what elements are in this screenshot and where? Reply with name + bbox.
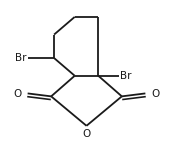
Text: O: O <box>13 89 22 99</box>
Text: Br: Br <box>120 71 132 81</box>
Text: O: O <box>82 129 91 139</box>
Text: Br: Br <box>15 53 26 63</box>
Text: O: O <box>151 89 160 99</box>
